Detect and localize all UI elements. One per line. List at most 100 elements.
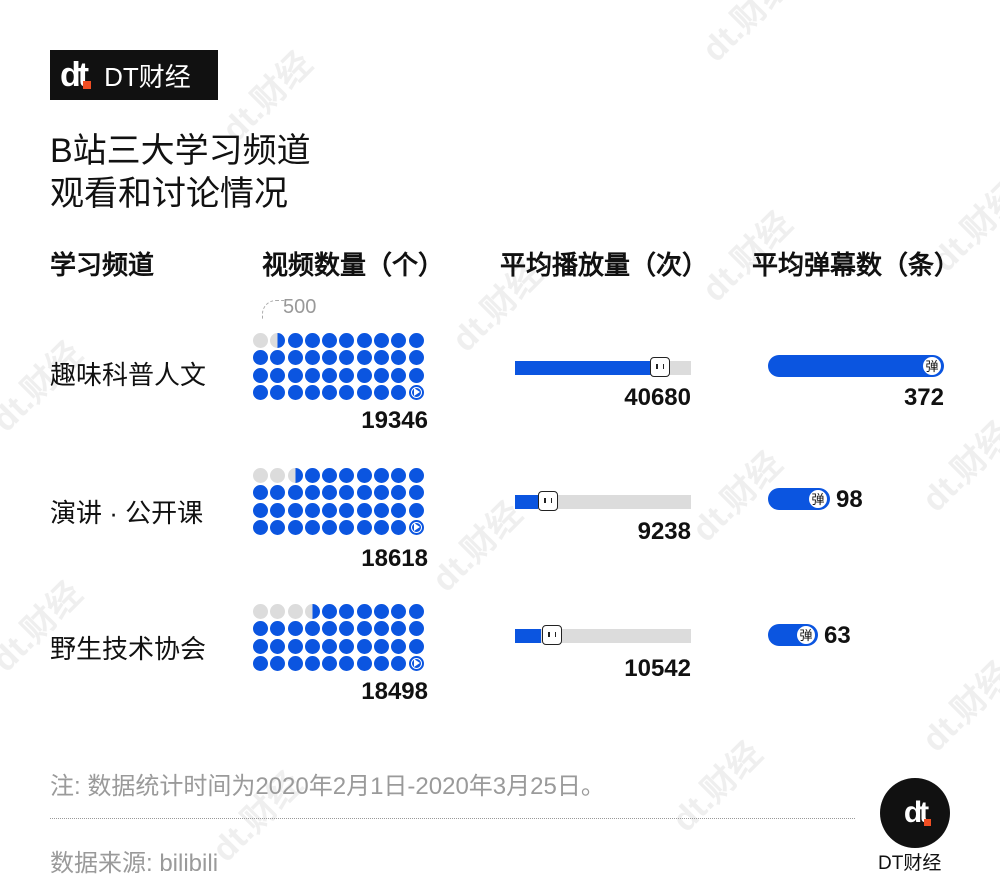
video-dot <box>287 638 303 654</box>
video-dot <box>391 367 407 383</box>
video-dot <box>374 384 390 400</box>
video-dot <box>356 485 372 501</box>
video-dot <box>356 604 372 619</box>
video-dot <box>339 485 355 501</box>
video-dot <box>356 384 372 400</box>
video-count: 18498 <box>361 678 428 705</box>
video-dot <box>408 333 424 348</box>
video-dot <box>270 519 286 535</box>
video-dot <box>356 502 372 518</box>
video-dot <box>374 519 390 535</box>
video-dot <box>339 350 355 366</box>
video-dot <box>374 485 390 501</box>
video-dot <box>356 638 372 654</box>
video-dot <box>287 485 303 501</box>
danmaku-icon: 弹 <box>796 625 816 645</box>
video-dot <box>287 384 303 400</box>
row-label: 趣味科普人文 <box>50 360 207 390</box>
footnote: 注: 数据统计时间为2020年2月1日-2020年3月25日。 <box>50 773 605 800</box>
video-dot <box>374 350 390 366</box>
video-dot <box>374 604 390 619</box>
video-dot <box>391 333 407 348</box>
video-dot <box>322 485 338 501</box>
video-dot <box>391 519 407 535</box>
video-dot <box>391 384 407 400</box>
video-dot <box>339 384 355 400</box>
video-dot <box>339 621 355 637</box>
danmaku-bar: 弹 <box>768 488 830 510</box>
video-dot <box>304 350 320 366</box>
video-dot <box>304 384 320 400</box>
video-dot <box>270 502 286 518</box>
video-dot <box>322 638 338 654</box>
plays-bar <box>515 491 691 511</box>
video-dot <box>322 519 338 535</box>
video-dot <box>356 350 372 366</box>
video-dot <box>304 604 320 619</box>
video-dot <box>339 468 355 483</box>
video-dot <box>356 367 372 383</box>
video-dot <box>253 604 268 619</box>
video-dot <box>287 604 303 619</box>
danmaku-bar: 弹 <box>768 624 818 646</box>
video-dot <box>391 350 407 366</box>
video-dot-grid <box>253 468 424 535</box>
watermark: dt.财经 <box>425 494 530 600</box>
brand-header: dt DT财经 <box>50 50 218 100</box>
video-dot <box>253 485 268 501</box>
video-dot <box>356 655 372 671</box>
play-icon <box>408 384 424 400</box>
video-dot <box>322 621 338 637</box>
video-dot <box>253 502 268 518</box>
video-dot <box>287 468 303 483</box>
video-dot <box>270 350 286 366</box>
danmaku-count: 63 <box>824 622 851 649</box>
video-dot <box>374 621 390 637</box>
danmaku-bar: 弹 <box>768 355 944 377</box>
video-dot <box>270 655 286 671</box>
video-dot <box>408 502 424 518</box>
bilibili-tv-icon <box>542 625 562 645</box>
play-icon <box>408 519 424 535</box>
video-dot <box>374 367 390 383</box>
video-dot <box>322 604 338 619</box>
header-plays: 平均播放量（次） <box>500 250 709 280</box>
video-dot <box>270 638 286 654</box>
brand-name: DT财经 <box>104 61 191 92</box>
video-dot <box>304 502 320 518</box>
video-dot <box>322 350 338 366</box>
video-dot <box>304 468 320 483</box>
video-dot <box>287 519 303 535</box>
video-dot <box>270 621 286 637</box>
watermark: dt.财经 <box>695 0 800 70</box>
video-dot <box>253 655 268 671</box>
video-dot <box>253 638 268 654</box>
video-dot <box>374 638 390 654</box>
video-dot <box>304 621 320 637</box>
video-dot <box>287 350 303 366</box>
video-dot <box>356 621 372 637</box>
video-dot <box>253 468 268 483</box>
chart-title: B站三大学习频道 观看和讨论情况 <box>50 130 311 216</box>
video-dot <box>356 519 372 535</box>
video-dot <box>253 333 268 348</box>
danmaku-count: 98 <box>836 486 863 513</box>
video-dot <box>253 384 268 400</box>
bilibili-tv-icon <box>650 357 670 377</box>
video-dot <box>287 655 303 671</box>
video-dot <box>287 333 303 348</box>
video-dot <box>304 519 320 535</box>
video-dot <box>253 367 268 383</box>
video-dot <box>374 502 390 518</box>
video-dot <box>408 621 424 637</box>
legend-arrow-icon <box>262 300 285 319</box>
video-dot <box>253 519 268 535</box>
video-dot <box>322 384 338 400</box>
video-dot <box>339 604 355 619</box>
video-dot <box>304 638 320 654</box>
video-dot <box>304 655 320 671</box>
dt-round-logo-icon: dt <box>880 778 950 848</box>
video-dot <box>391 655 407 671</box>
header-channel: 学习频道 <box>50 250 155 280</box>
video-dot <box>270 604 286 619</box>
